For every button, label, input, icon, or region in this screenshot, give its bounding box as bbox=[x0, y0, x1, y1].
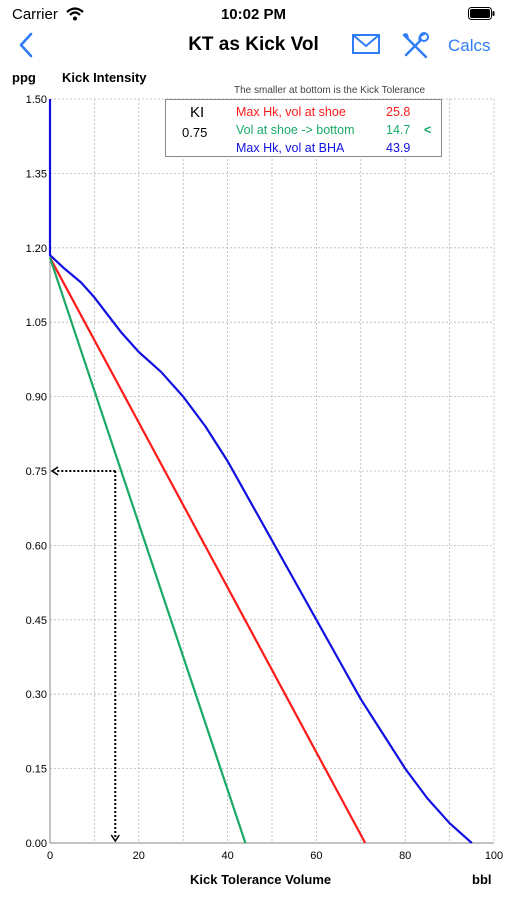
y-axis-title: Kick Intensity bbox=[62, 70, 147, 85]
carrier-label: Carrier bbox=[12, 6, 58, 23]
series-line bbox=[49, 257, 367, 844]
y-tick-label: 0.45 bbox=[26, 615, 47, 627]
calcs-button[interactable]: Calcs bbox=[448, 36, 491, 55]
battery-icon bbox=[468, 7, 495, 25]
x-tick-label: 60 bbox=[310, 850, 322, 862]
tools-icon[interactable] bbox=[400, 31, 430, 64]
y-tick-label: 1.50 bbox=[26, 94, 47, 106]
y-tick-label: 0.60 bbox=[26, 540, 47, 552]
x-tick-label: 100 bbox=[485, 850, 503, 862]
x-tick-label: 0 bbox=[47, 850, 53, 862]
x-axis-title: Kick Tolerance Volume bbox=[190, 872, 332, 887]
legend-value: 25.8 bbox=[386, 105, 411, 119]
y-tick-label: 0.00 bbox=[26, 838, 47, 850]
x-tick-label: 20 bbox=[133, 850, 145, 862]
series-line bbox=[48, 99, 473, 844]
status-time: 10:02 PM bbox=[220, 6, 287, 23]
status-bar: Carrier 10:02 PM bbox=[0, 0, 507, 28]
x-tick-label: 80 bbox=[399, 850, 411, 862]
legend-value: 43.9 bbox=[386, 141, 411, 155]
back-chevron-icon[interactable] bbox=[18, 32, 34, 63]
ki-label: KI bbox=[190, 104, 205, 121]
x-axis-unit: bbl bbox=[472, 872, 492, 887]
indicator-arrowhead-left bbox=[50, 466, 59, 476]
y-tick-label: 1.05 bbox=[26, 317, 47, 329]
legend-label: Vol at shoe -> bottom bbox=[236, 123, 355, 137]
chart-legend: KI 0.75 Max Hk, vol at shoe 25.8 Vol at … bbox=[165, 99, 442, 157]
page-title: KT as Kick Vol bbox=[188, 34, 319, 55]
legend-label: Max Hk, vol at shoe bbox=[236, 105, 346, 119]
y-tick-label: 1.35 bbox=[26, 168, 47, 180]
y-tick-label: 0.30 bbox=[26, 689, 47, 701]
y-tick-label: 1.20 bbox=[26, 243, 47, 255]
indicator-arrowhead-down bbox=[110, 834, 120, 843]
mail-icon[interactable] bbox=[352, 34, 380, 59]
wifi-icon bbox=[66, 7, 84, 26]
navigation-bar: KT as Kick Vol Calcs bbox=[0, 28, 507, 64]
legend-label: Max Hk, vol at BHA bbox=[236, 141, 345, 155]
chart-note: The smaller at bottom is the Kick Tolera… bbox=[234, 85, 426, 96]
y-tick-label: 0.75 bbox=[26, 466, 47, 478]
legend-value: 14.7 bbox=[386, 123, 411, 137]
selected-marker: < bbox=[424, 123, 432, 137]
series-line bbox=[48, 257, 247, 844]
y-tick-label: 0.15 bbox=[26, 764, 47, 776]
y-tick-label: 0.90 bbox=[26, 392, 47, 404]
y-axis-unit: ppg bbox=[12, 70, 36, 85]
x-tick-label: 40 bbox=[221, 850, 233, 862]
ki-value: 0.75 bbox=[182, 125, 208, 140]
